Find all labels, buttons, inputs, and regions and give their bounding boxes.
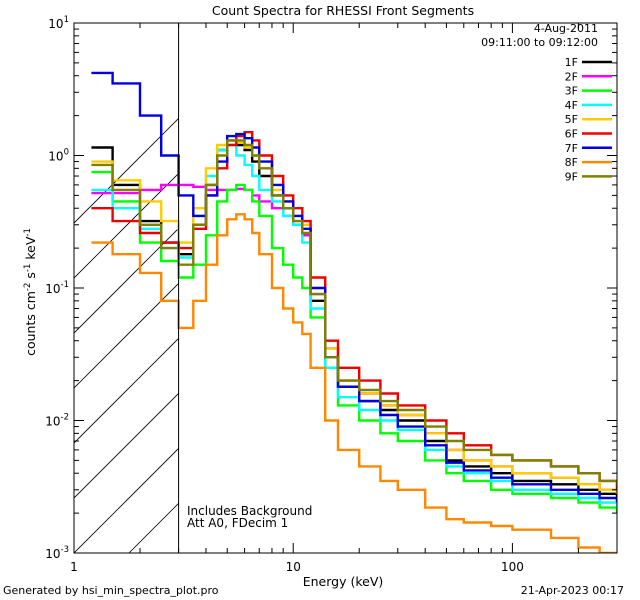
x-axis: 1 10 100	[70, 23, 618, 574]
series-layer	[91, 71, 617, 553]
y-tick-label: 10-1	[45, 280, 69, 296]
y-tick-label: 10-3	[45, 545, 69, 561]
legend-label: 4F	[565, 99, 578, 112]
y-axis-title-end: keV	[23, 236, 38, 263]
series-4f	[91, 143, 617, 508]
legend-label: 6F	[565, 128, 578, 141]
hatch-line	[74, 282, 179, 389]
y-tick-label: 100	[48, 148, 69, 164]
series-3f	[91, 170, 617, 514]
x-tick-label: 1	[70, 560, 78, 574]
footer-generated-by: Generated by hsi_min_spectra_plot.pro	[3, 584, 219, 597]
legend-date: 4-Aug-2011	[534, 22, 598, 35]
y-axis-title-mid: s	[23, 272, 38, 283]
series-7f	[91, 71, 617, 503]
y-axis-title-exp1: -2	[23, 283, 33, 291]
annotation-background: Includes Background	[187, 504, 312, 518]
footer-generated-on: 21-Apr-2023 00:17	[521, 584, 624, 597]
y-axis-title-exp3: -1	[23, 228, 33, 236]
hatch-line	[74, 392, 179, 499]
x-axis-title: Energy (keV)	[303, 574, 384, 589]
hatch-line	[74, 117, 179, 224]
legend-label: 2F	[565, 70, 578, 83]
legend-time-range: 09:11:00 to 09:12:00	[481, 36, 598, 49]
excluded-region-hatch	[74, 23, 640, 553]
series-9f	[91, 139, 617, 487]
hatch-line	[74, 447, 179, 553]
hatch-line	[624, 23, 640, 553]
chart-title: Count Spectra for RHESSI Front Segments	[212, 3, 474, 18]
legend-label: 5F	[565, 113, 578, 126]
series-2f	[91, 183, 617, 494]
legend-label: 3F	[565, 85, 578, 98]
hatch-line	[74, 227, 179, 334]
y-axis-title: counts cm-2 s-1 keV-1	[23, 228, 38, 356]
y-tick-label: 10-2	[45, 413, 69, 429]
x-tick-label: 100	[501, 560, 524, 574]
x-tick-label: 10	[286, 560, 301, 574]
y-axis-title-exp2: -1	[23, 264, 33, 272]
y-axis-title-main: counts cm	[23, 291, 38, 356]
series-1f	[91, 139, 617, 501]
series-5f	[91, 139, 617, 494]
legend-label: 1F	[565, 56, 578, 69]
legend-label: 8F	[565, 156, 578, 169]
series-8f	[91, 213, 617, 553]
legend-label: 7F	[565, 142, 578, 155]
legend-label: 9F	[565, 170, 578, 183]
annotation-attenuator: Att A0, FDecim 1	[187, 516, 288, 530]
y-axis: 10-3 10-2 10-1 100 101	[45, 15, 617, 561]
y-tick-label: 101	[48, 15, 69, 31]
